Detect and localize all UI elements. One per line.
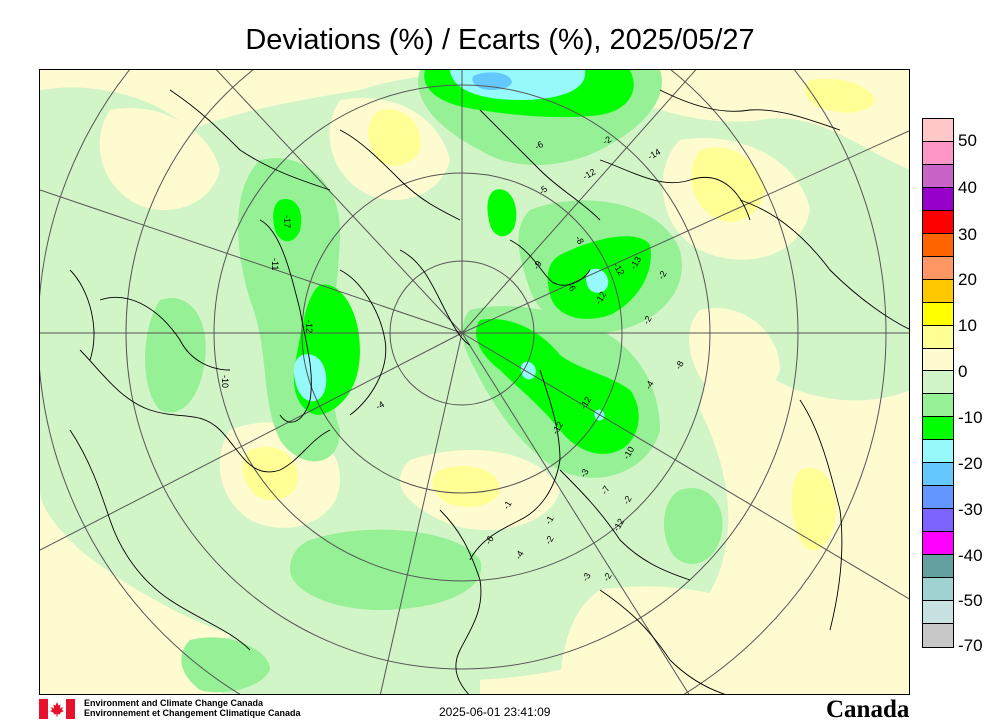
station-value: -3 [578, 467, 591, 479]
legend-swatch [923, 119, 953, 142]
legend-swatch [923, 601, 953, 624]
legend-swatch [923, 279, 953, 303]
org-name-fr: Environnement et Changement Climatique C… [84, 708, 301, 718]
map-title: Deviations (%) / Ecarts (%), 2025/05/27 [245, 24, 755, 56]
legend-label: 10 [958, 316, 977, 335]
legend-label: 50 [958, 131, 977, 150]
canada-flag-logo [39, 699, 75, 719]
legend-label: 0 [958, 362, 968, 381]
legend-swatch [923, 233, 953, 257]
legend-label: 20 [958, 270, 977, 289]
legend-swatch [923, 578, 953, 602]
station-value: -3 [580, 571, 593, 583]
station-value: -4 [513, 549, 526, 561]
legend-swatch [923, 509, 953, 533]
legend-swatch [923, 417, 953, 441]
station-value: -4 [374, 399, 386, 412]
legend-label: -10 [958, 408, 983, 427]
station-value: -4 [643, 379, 656, 391]
legend-swatch [923, 532, 953, 556]
station-value: -8 [673, 359, 686, 371]
legend-label: -20 [958, 454, 983, 473]
station-value: -7 [599, 484, 612, 496]
legend-label: -50 [958, 591, 983, 610]
station-value: -10 [220, 375, 230, 388]
legend-swatch [923, 302, 953, 326]
org-name-en: Environment and Climate Change Canada [84, 698, 264, 708]
station-value: -2 [641, 314, 654, 326]
color-legend [922, 118, 954, 648]
legend-swatch [923, 555, 953, 579]
legend-label: -30 [958, 500, 983, 519]
maple-leaf-icon [39, 699, 75, 719]
station-value: -2 [621, 494, 634, 506]
station-value: -11 [270, 258, 280, 270]
legend-swatch [923, 256, 953, 280]
station-value: -2 [601, 134, 613, 147]
legend-label: 30 [958, 225, 977, 244]
legend-label: -70 [958, 636, 983, 655]
deviation-map: -6 -2 -12 -14 -5 -8 -12 -9 -6 -12 -13 -2… [40, 70, 909, 694]
coastlines [69, 89, 909, 694]
legend-swatch [923, 164, 953, 188]
contour-band-10-to-20 [242, 78, 875, 551]
generation-timestamp: 2025-06-01 23:41:09 [439, 705, 551, 719]
legend-swatch [923, 348, 953, 372]
legend-swatch [923, 623, 953, 647]
station-value: -2 [543, 534, 556, 546]
station-value: -2 [601, 571, 614, 583]
org-name: Environment and Climate Change Canada En… [84, 698, 301, 718]
legend-swatch [923, 440, 953, 464]
station-value: -1 [543, 514, 556, 526]
station-value: -12 [304, 320, 314, 333]
station-value: -6 [565, 281, 578, 293]
station-value: -17 [282, 215, 292, 228]
legend-swatch [923, 210, 953, 234]
canada-wordmark-text: Canada [826, 696, 910, 723]
canada-wordmark: Canada [826, 696, 909, 724]
station-value: -2 [656, 269, 669, 281]
station-value: -8 [573, 234, 586, 246]
legend-swatch [923, 187, 953, 211]
legend-swatch [923, 141, 953, 165]
station-value: -9 [531, 259, 544, 271]
legend-label: 40 [958, 178, 977, 197]
station-value: -6 [483, 534, 496, 546]
legend-swatch [923, 371, 953, 395]
map-frame: -6 -2 -12 -14 -5 -8 -12 -9 -6 -12 -13 -2… [39, 69, 910, 695]
legend-label: -40 [958, 546, 983, 565]
legend-swatch [923, 486, 953, 510]
station-value: -1 [501, 499, 514, 511]
legend-swatch [923, 394, 953, 418]
legend-swatch [923, 463, 953, 487]
station-value: -6 [533, 139, 545, 152]
legend-swatch [923, 325, 953, 349]
